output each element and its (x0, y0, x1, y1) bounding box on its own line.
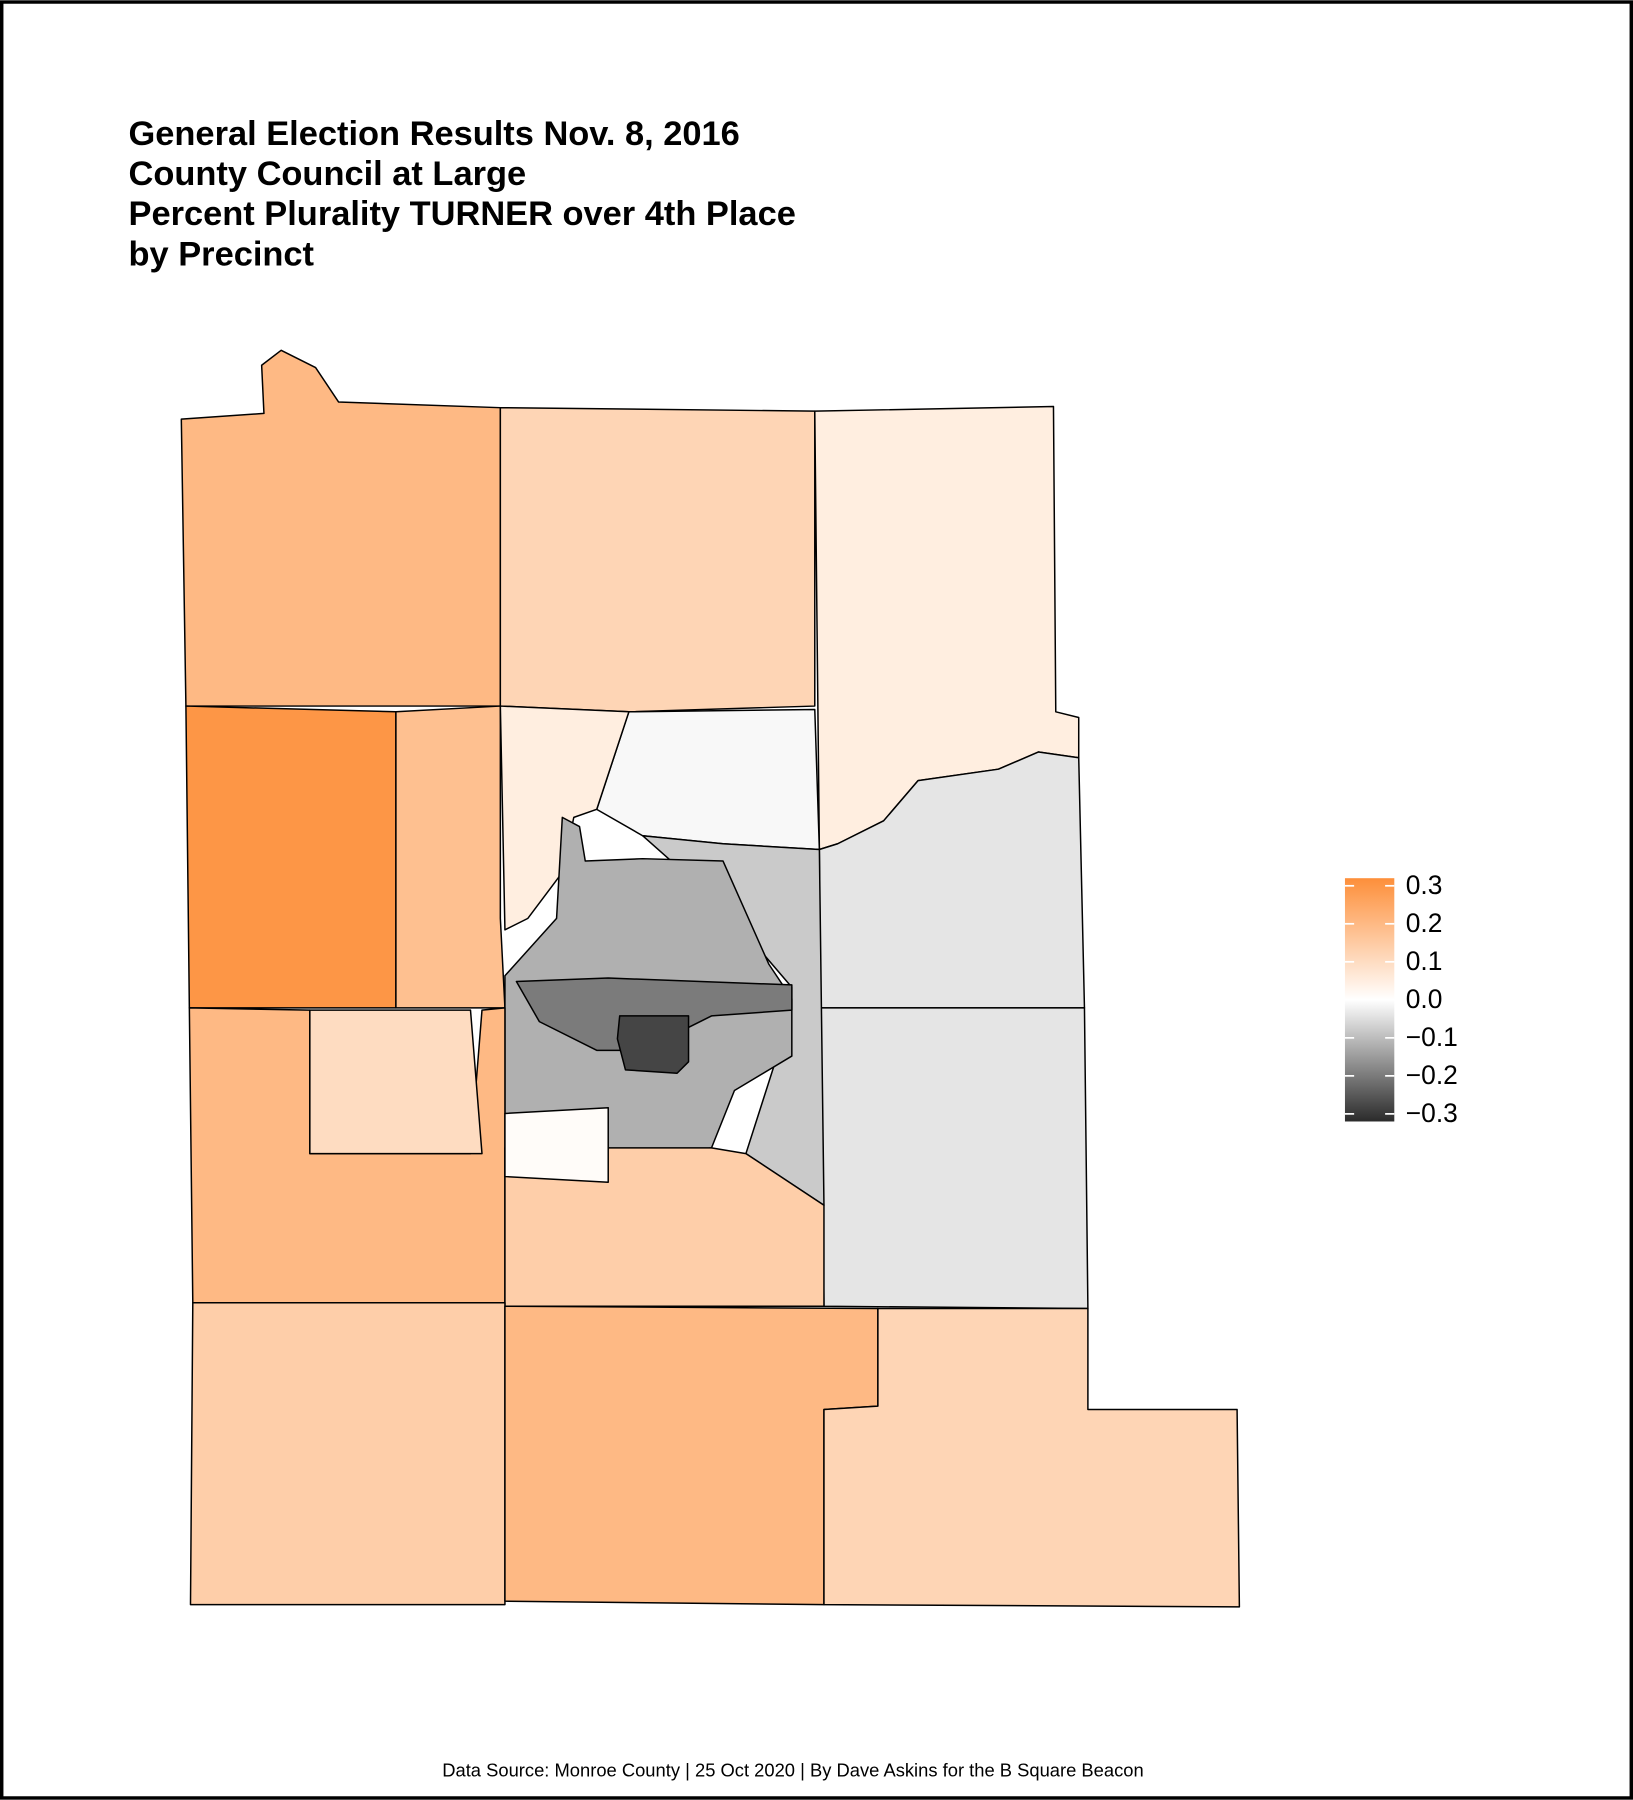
title-line: Percent Plurality TURNER over 4th Place (129, 195, 796, 233)
colorbar: 0.3 0.2 0.1 0.0 −0.1 −0.2 −0.3 (1344, 870, 1458, 1128)
precinct (504, 1106, 609, 1184)
tick-label: −0.1 (1406, 1022, 1458, 1052)
precinct (395, 705, 506, 1009)
tick-label: −0.3 (1406, 1098, 1458, 1128)
precinct (189, 1302, 506, 1606)
precinct (823, 1307, 1241, 1608)
precinct (309, 1009, 483, 1155)
tick-label: 0.3 (1406, 870, 1443, 900)
precinct (504, 1305, 879, 1606)
tick-label: 0.1 (1406, 946, 1443, 976)
title-line: by Precinct (129, 235, 315, 273)
precinct (616, 1015, 690, 1075)
precinct (499, 406, 816, 713)
caption: Data Source: Monroe County | 25 Oct 2020… (442, 1760, 1143, 1781)
title-line: General Election Results Nov. 8, 2016 (129, 115, 740, 153)
title-block: General Election Results Nov. 8, 2016Cou… (129, 115, 796, 273)
precinct (595, 708, 821, 851)
precinct (185, 705, 397, 1009)
tick-label: −0.2 (1406, 1060, 1458, 1090)
precinct (819, 1007, 1089, 1310)
tick-label: 0.2 (1406, 908, 1443, 938)
tick-label: 0.0 (1406, 984, 1443, 1014)
precincts (180, 349, 1241, 1608)
precinct (515, 977, 793, 1052)
precinct (180, 349, 502, 707)
title-line: County Council at Large (129, 155, 527, 193)
